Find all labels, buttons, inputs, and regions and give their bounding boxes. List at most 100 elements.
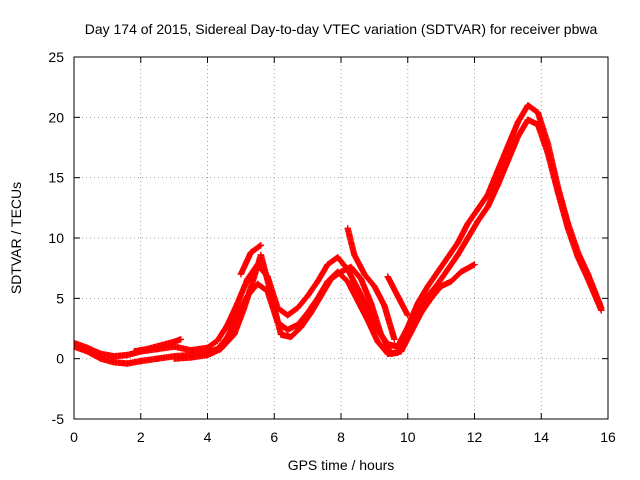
data-point [284, 312, 291, 319]
data-point [437, 283, 445, 290]
data-point [534, 109, 542, 116]
data-point [124, 360, 131, 367]
data-point [381, 302, 388, 309]
data-point [74, 339, 78, 347]
data-point [464, 234, 472, 242]
data-point [154, 355, 161, 362]
data-point [317, 292, 325, 300]
data-point [364, 316, 371, 324]
data-point [514, 118, 522, 126]
data-point [170, 355, 178, 362]
y-axis-title: SDTVAR / TECUs [8, 182, 24, 294]
data-point [337, 268, 345, 275]
data-point [187, 354, 195, 361]
data-point [457, 268, 465, 275]
data-point [574, 254, 582, 261]
data-point [447, 278, 455, 285]
data-point [474, 217, 482, 225]
data-point [374, 338, 381, 345]
data-point [137, 357, 144, 365]
data-point [357, 275, 365, 283]
data-point [241, 304, 248, 312]
data-point [351, 251, 358, 259]
x-tick-label: 12 [467, 429, 483, 445]
y-tick-label: 5 [56, 290, 64, 306]
data-point [110, 353, 118, 360]
y-tick-label: 25 [48, 49, 64, 65]
data-point [254, 280, 261, 288]
data-point [361, 271, 368, 278]
data-point [157, 342, 164, 349]
x-tick-label: 6 [270, 429, 278, 445]
data-point [204, 351, 211, 359]
data-point [564, 225, 572, 232]
data-point [144, 345, 151, 353]
data-point [124, 351, 131, 359]
data-point [504, 157, 512, 164]
data-point [257, 251, 265, 259]
data-point [177, 336, 184, 343]
series-track-f [384, 273, 411, 319]
data-point [237, 271, 245, 278]
x-tick-label: 0 [70, 429, 78, 445]
data-layer [74, 102, 605, 367]
data-point [110, 359, 118, 366]
data-point [214, 337, 221, 344]
data-point [544, 150, 552, 157]
data-point [397, 348, 405, 355]
data-point [404, 312, 411, 319]
data-point [307, 309, 315, 317]
y-tick-label: 0 [56, 351, 64, 367]
x-tick-label: 16 [600, 429, 616, 445]
data-point [257, 242, 265, 249]
data-point [464, 220, 472, 227]
data-point [454, 239, 462, 247]
data-point [387, 350, 395, 358]
y-tick-label: 15 [48, 170, 64, 186]
data-point [284, 326, 291, 333]
data-point [377, 331, 385, 338]
data-point [554, 188, 562, 196]
data-point [247, 249, 255, 256]
y-tick-label: 10 [48, 230, 64, 246]
x-tick-label: 4 [204, 429, 212, 445]
data-point [324, 261, 331, 268]
data-point [314, 278, 321, 285]
data-point [444, 254, 451, 261]
data-point [347, 263, 355, 271]
data-point [598, 307, 605, 314]
data-point [474, 205, 482, 213]
y-tick-label: 20 [48, 109, 64, 125]
chart-title: Day 174 of 2015, Sidereal Day-to-day VTE… [85, 21, 598, 37]
series-track-d [237, 242, 265, 278]
data-point [424, 283, 431, 290]
data-point [217, 345, 225, 353]
data-point [384, 273, 391, 280]
data-point [584, 275, 592, 283]
data-point [534, 121, 542, 128]
data-point [267, 290, 275, 297]
y-tick-label: -5 [52, 411, 65, 427]
data-point [84, 348, 91, 355]
data-point [434, 280, 441, 288]
data-point [74, 343, 78, 350]
data-point [294, 304, 301, 312]
data-point [344, 278, 351, 285]
data-point [444, 266, 451, 273]
data-point [371, 283, 378, 290]
data-point [244, 275, 251, 283]
x-tick-label: 10 [400, 429, 416, 445]
data-point [494, 167, 502, 174]
data-point [524, 116, 532, 123]
series-track-e [344, 225, 398, 343]
data-point [287, 333, 295, 341]
data-point [524, 102, 532, 109]
data-point [354, 297, 361, 304]
data-point [471, 261, 478, 268]
data-point [494, 181, 502, 189]
data-point [514, 133, 522, 140]
data-point [297, 324, 305, 331]
data-point [344, 225, 351, 232]
series-track-c [170, 251, 478, 362]
